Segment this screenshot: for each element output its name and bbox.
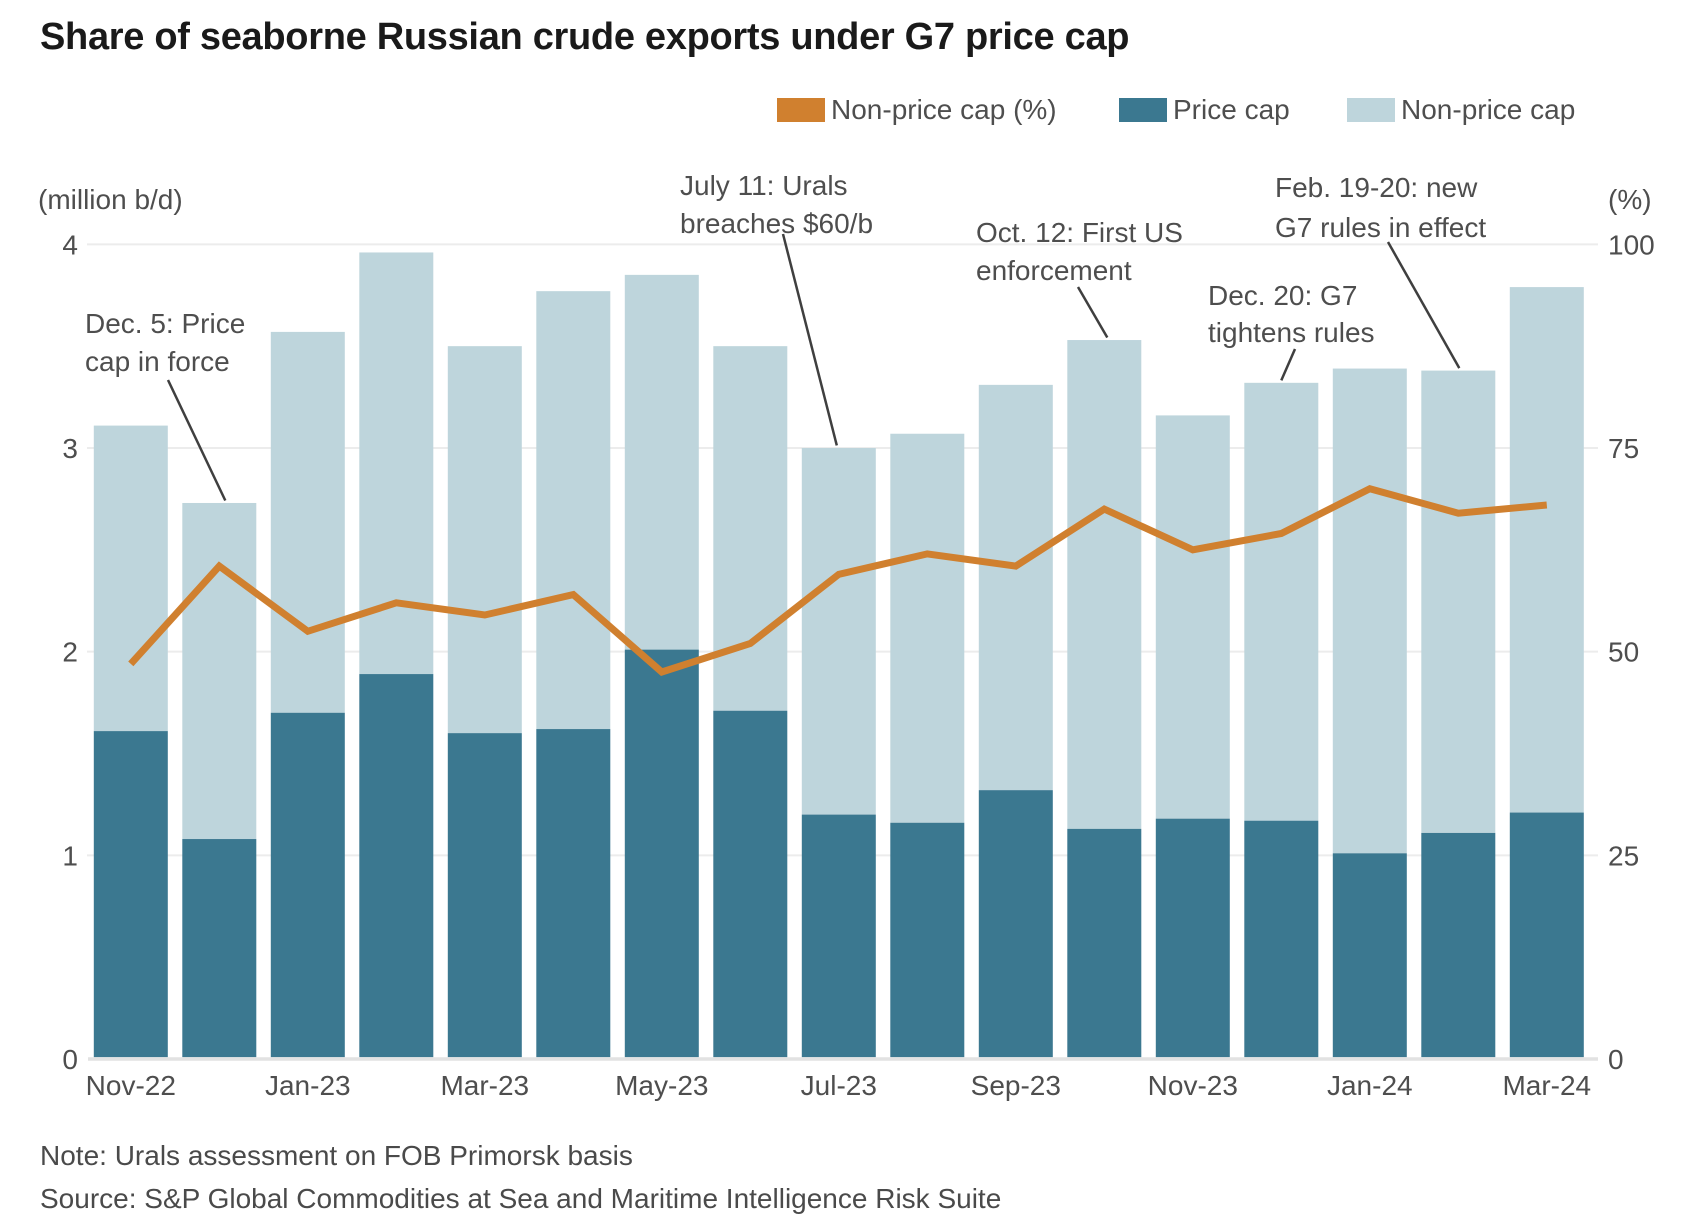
bar-price-cap — [801, 814, 876, 1058]
bar-non-price-cap — [93, 425, 168, 732]
annotation-text: G7 rules in effect — [1275, 212, 1486, 243]
bar-non-price-cap — [182, 502, 257, 840]
bar-price-cap — [93, 731, 168, 1058]
y-axis-tick-label-right: 50 — [1608, 637, 1639, 668]
bar-non-price-cap — [801, 447, 876, 815]
annotation-text: Feb. 19-20: new — [1275, 172, 1478, 203]
bar-price-cap — [1244, 820, 1319, 1058]
legend-item: Non-price cap (%) — [777, 94, 1057, 125]
legend-item: Non-price cap — [1347, 94, 1576, 125]
source-text: Source: S&P Global Commodities at Sea an… — [40, 1183, 1002, 1214]
bar-price-cap — [978, 790, 1053, 1058]
legend-swatch-price-cap — [1119, 98, 1167, 122]
bar-non-price-cap — [1332, 368, 1407, 854]
annotation-leader-line — [1280, 348, 1297, 381]
bar-non-price-cap — [536, 291, 611, 730]
x-axis-tick-label: Mar-24 — [1502, 1070, 1591, 1101]
bar-price-cap — [1509, 812, 1584, 1058]
bar-price-cap — [447, 733, 522, 1058]
y-axis-tick-label-right: 100 — [1608, 229, 1655, 260]
bar-price-cap — [624, 649, 699, 1058]
bar-price-cap — [1067, 828, 1142, 1058]
bar-non-price-cap — [270, 331, 345, 713]
annotation-text: cap in force — [85, 346, 230, 377]
annotation-leader-line — [166, 379, 227, 502]
right-axis-unit-label: (%) — [1608, 184, 1652, 215]
legend-swatch-non-price-cap — [1347, 98, 1395, 122]
annotation-text: Oct. 12: First US — [976, 217, 1183, 248]
bar-price-cap — [182, 839, 257, 1058]
annotation-leader-line — [1386, 241, 1461, 369]
x-axis-tick-label: Nov-22 — [86, 1070, 176, 1101]
x-axis-tick-label: Jul-23 — [801, 1070, 877, 1101]
bar-price-cap — [890, 822, 965, 1058]
annotation-text: enforcement — [976, 255, 1132, 286]
x-axis-tick-label: Sep-23 — [971, 1070, 1061, 1101]
bar-non-price-cap — [1067, 340, 1142, 829]
note-text: Note: Urals assessment on FOB Primorsk b… — [40, 1140, 633, 1171]
legend-item: Price cap — [1119, 94, 1290, 125]
y-axis-tick-label-left: 0 — [62, 1044, 78, 1075]
annotation-text: breaches $60/b — [680, 208, 873, 239]
y-axis-tick-label-right: 75 — [1608, 433, 1639, 464]
pct-line — [128, 484, 1548, 676]
annotation-text: Dec. 20: G7 — [1208, 280, 1357, 311]
bar-price-cap — [1155, 818, 1230, 1058]
bar-non-price-cap — [624, 274, 699, 650]
bar-non-price-cap — [890, 433, 965, 823]
y-axis-tick-label-left: 2 — [62, 637, 78, 668]
y-axis-tick-label-left: 3 — [62, 433, 78, 464]
legend-label: Price cap — [1173, 94, 1290, 125]
y-axis-tick-label-left: 4 — [62, 229, 78, 260]
bar-price-cap — [1421, 832, 1496, 1058]
bar-price-cap — [1332, 853, 1407, 1058]
x-axis-tick-label: Jan-24 — [1327, 1070, 1413, 1101]
bar-price-cap — [270, 712, 345, 1058]
x-axis-tick-label: Jan-23 — [265, 1070, 351, 1101]
x-axis-tick-label: Mar-23 — [440, 1070, 529, 1101]
bar-price-cap — [713, 710, 788, 1058]
y-axis-tick-label-right: 25 — [1608, 840, 1639, 871]
bar-price-cap — [359, 674, 434, 1058]
annotation-text: tightens rules — [1208, 317, 1375, 348]
bar-price-cap — [536, 729, 611, 1058]
legend-label: Non-price cap (%) — [831, 94, 1057, 125]
bar-non-price-cap — [978, 384, 1053, 791]
annotation-text: Dec. 5: Price — [85, 308, 245, 339]
legend-swatch-pct-line — [777, 98, 825, 122]
left-axis-unit-label: (million b/d) — [38, 184, 183, 215]
annotation-leader-line — [781, 233, 839, 446]
chart-title: Share of seaborne Russian crude exports … — [40, 16, 1130, 58]
bar-non-price-cap — [1421, 370, 1496, 833]
annotation-text: July 11: Urals — [680, 170, 848, 201]
x-axis-tick-label: May-23 — [615, 1070, 708, 1101]
legend: Non-price cap (%) Price cap Non-price cap — [0, 0, 1704, 140]
x-axis-tick-label: Nov-23 — [1148, 1070, 1238, 1101]
y-axis-tick-label-right: 0 — [1608, 1044, 1624, 1075]
annotation-leader-line — [1076, 286, 1109, 339]
bar-non-price-cap — [1509, 287, 1584, 813]
bar-non-price-cap — [447, 346, 522, 734]
legend-label: Non-price cap — [1401, 94, 1576, 125]
bar-non-price-cap — [1244, 382, 1319, 821]
y-axis-tick-label-left: 1 — [62, 840, 78, 871]
bar-non-price-cap — [1155, 415, 1230, 819]
bar-non-price-cap — [713, 346, 788, 711]
